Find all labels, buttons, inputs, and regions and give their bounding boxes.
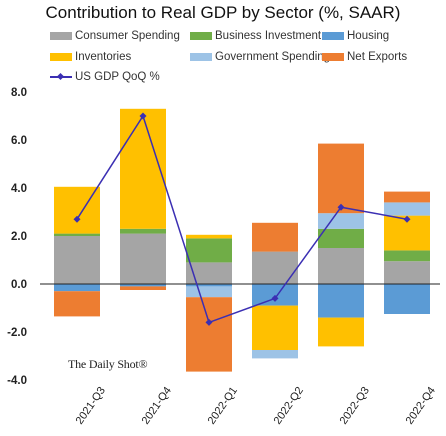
bar-segment	[384, 261, 430, 284]
legend-item: Housing	[322, 30, 389, 42]
y-tick-label: 6.0	[11, 135, 27, 147]
bar-segment	[384, 191, 430, 203]
bar-segment	[54, 233, 100, 236]
legend-label: Inventories	[75, 51, 132, 63]
gdp-point	[73, 215, 81, 223]
bar-segment	[120, 108, 166, 229]
x-tick-label: 2022-Q4	[404, 385, 438, 427]
legend-label: Housing	[347, 30, 390, 42]
legend-label: US GDP QoQ %	[75, 71, 160, 83]
bar-segment	[318, 284, 364, 318]
bar-segment	[318, 228, 364, 248]
bar-segment	[252, 305, 298, 350]
y-tick-label: 2.0	[11, 231, 27, 243]
x-tick-label: 2022-Q3	[338, 385, 372, 427]
legend-swatch	[50, 31, 72, 40]
legend-item: Business Investment	[190, 30, 321, 42]
bar-segment	[318, 248, 364, 284]
bar-segment	[252, 350, 298, 359]
legend: Consumer Spending Business Investment Hous…	[0, 0, 446, 90]
y-tick-label: 4.0	[11, 183, 27, 195]
bar-segment	[54, 291, 100, 317]
bar-segment	[318, 143, 364, 214]
bar-segment	[186, 262, 232, 284]
legend-item: Net Exports	[322, 51, 407, 63]
bar-segment	[318, 213, 364, 229]
legend-swatch	[50, 52, 72, 61]
bar-segment	[318, 317, 364, 347]
legend-swatch	[190, 31, 212, 40]
bar-segment	[54, 284, 100, 292]
bar-segment	[186, 238, 232, 263]
legend-line-marker	[50, 72, 72, 82]
legend-swatch	[322, 52, 344, 61]
bar-segment	[252, 222, 298, 252]
bar-segment	[252, 251, 298, 284]
y-tick-label: 0.0	[11, 279, 27, 291]
bar-segment	[252, 284, 298, 306]
bar-segment	[120, 228, 166, 234]
legend-label: Consumer Spending	[75, 30, 180, 42]
legend-label: Business Investment	[215, 30, 322, 42]
y-tick-label: -4.0	[7, 375, 27, 387]
x-tick-label: 2022-Q2	[272, 385, 306, 427]
bar-segment	[186, 297, 232, 372]
x-tick-label: 2021-Q3	[74, 385, 108, 427]
legend-label: Government Spending	[215, 51, 331, 63]
chart-title: Contribution to Real GDP by Sector (%, S…	[45, 3, 401, 22]
bar-segment	[186, 234, 232, 239]
bar-segment	[186, 286, 232, 298]
bar-segment	[384, 250, 430, 262]
gdp-point	[403, 215, 411, 223]
gdp-point	[271, 294, 279, 302]
x-tick-label: 2022-Q1	[206, 385, 240, 427]
bar-segment	[384, 202, 430, 216]
y-tick-label: 8.0	[11, 87, 27, 99]
gdp-point	[139, 112, 147, 120]
legend-item: Inventories	[50, 51, 131, 63]
legend-label: Net Exports	[347, 51, 408, 63]
bar-segment	[120, 233, 166, 284]
watermark-logo: The Daily Shot®	[68, 357, 148, 371]
bar-segment	[384, 284, 430, 314]
bar-segment	[186, 284, 232, 287]
gdp-point	[205, 318, 213, 326]
legend-swatch	[190, 52, 212, 61]
bar-segment	[54, 236, 100, 284]
gdp-point	[337, 203, 345, 211]
legend-item: Consumer Spending	[50, 30, 180, 42]
legend-item: Government Spending	[190, 51, 330, 63]
x-tick-label: 2021-Q4	[140, 385, 174, 427]
y-tick-label: -2.0	[7, 327, 27, 339]
gdp-line	[76, 114, 408, 324]
bar-segment	[120, 284, 166, 287]
legend-item-line: US GDP QoQ %	[50, 71, 160, 83]
legend-swatch	[322, 31, 344, 40]
bar-segment	[120, 286, 166, 290]
